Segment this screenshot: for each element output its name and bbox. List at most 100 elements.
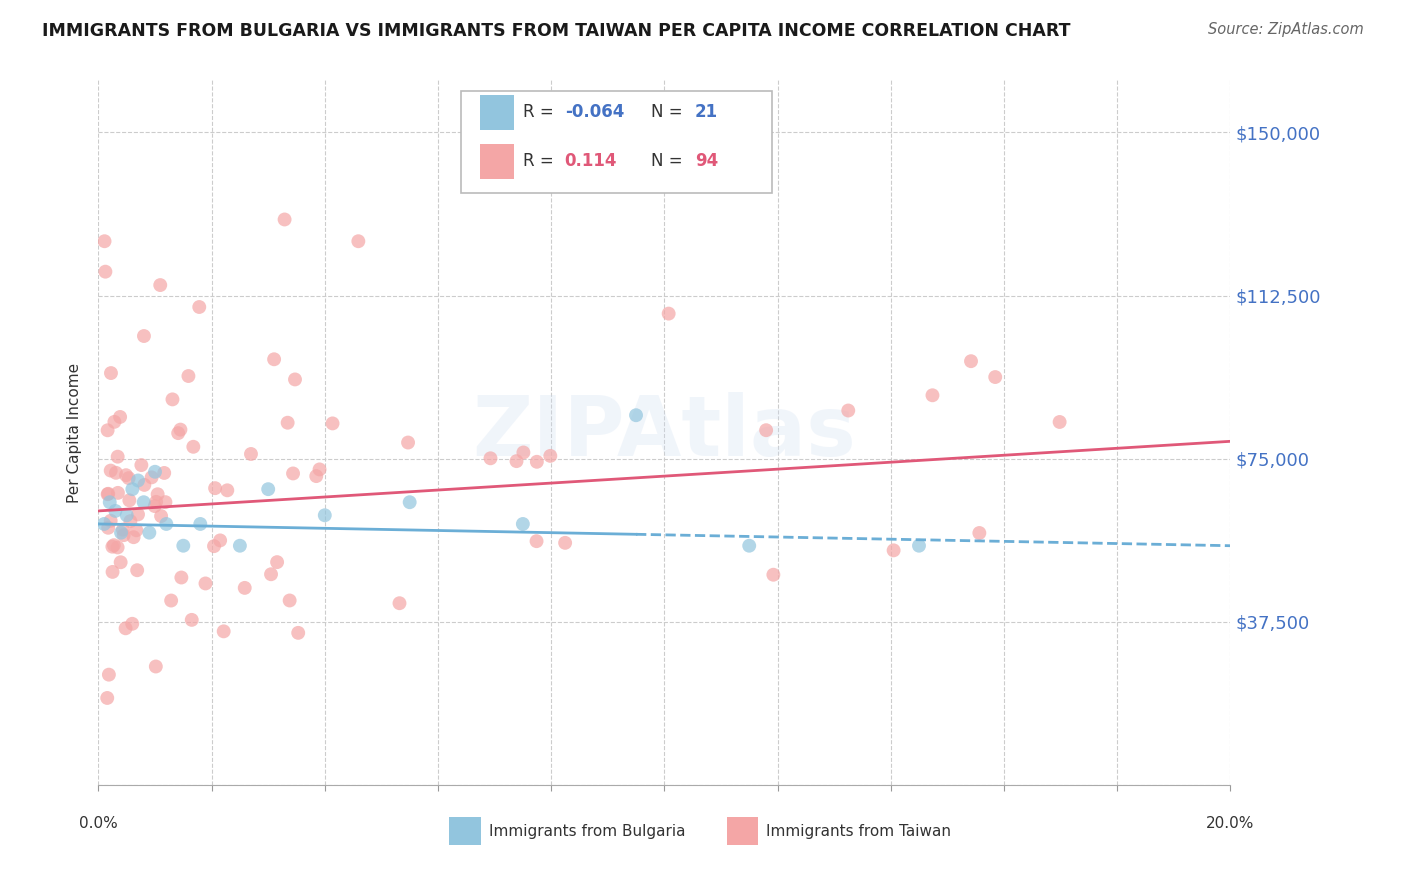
Point [103, 415, 125, 429]
Point [347, 234, 370, 248]
Point [762, 567, 785, 582]
Text: R =: R = [523, 103, 558, 121]
Point [526, 455, 548, 469]
Point [145, 659, 167, 673]
Point [127, 563, 149, 577]
Point [100, 366, 122, 380]
Point [127, 508, 149, 522]
Point [273, 212, 295, 227]
Point [281, 467, 304, 481]
Point [167, 426, 190, 441]
Point [554, 536, 576, 550]
Point [111, 523, 134, 537]
Point [908, 539, 931, 553]
Point [738, 539, 761, 553]
Point [107, 541, 129, 555]
Point [110, 555, 132, 569]
Point [1049, 415, 1071, 429]
Text: N =: N = [651, 103, 688, 121]
Point [94, 265, 117, 279]
Point [883, 543, 905, 558]
Text: 0.0%: 0.0% [79, 815, 118, 830]
Text: 21: 21 [695, 103, 718, 121]
Point [188, 300, 211, 314]
Point [118, 493, 141, 508]
Point [149, 278, 172, 293]
Point [103, 538, 125, 552]
Point [263, 352, 285, 367]
Point [97, 667, 120, 681]
Point [107, 486, 129, 500]
Point [229, 539, 252, 553]
Point [132, 495, 155, 509]
Point [202, 539, 225, 553]
Point [755, 423, 778, 437]
Text: IMMIGRANTS FROM BULGARIA VS IMMIGRANTS FROM TAIWAN PER CAPITA INCOME CORRELATION: IMMIGRANTS FROM BULGARIA VS IMMIGRANTS F… [42, 22, 1071, 40]
Point [266, 555, 288, 569]
Point [121, 482, 143, 496]
Point [204, 481, 226, 495]
Point [388, 596, 411, 610]
Point [108, 409, 131, 424]
Point [162, 392, 184, 407]
Point [132, 329, 155, 343]
Text: Immigrants from Bulgaria: Immigrants from Bulgaria [489, 824, 685, 839]
Point [114, 621, 136, 635]
Text: ZIPAtlas: ZIPAtlas [472, 392, 856, 473]
Point [98, 495, 121, 509]
Point [322, 417, 344, 431]
Point [538, 449, 561, 463]
Bar [727, 817, 758, 845]
Point [212, 624, 235, 639]
Point [505, 454, 527, 468]
Point [837, 403, 859, 417]
Point [153, 466, 176, 480]
Point [138, 525, 160, 540]
Point [104, 504, 127, 518]
Point [921, 388, 943, 402]
Point [969, 526, 991, 541]
Point [96, 690, 118, 705]
Point [93, 234, 115, 248]
Point [526, 534, 548, 549]
Point [194, 576, 217, 591]
Point [131, 458, 153, 472]
Text: 94: 94 [695, 153, 718, 170]
Point [217, 483, 239, 498]
Point [97, 487, 120, 501]
Point [93, 516, 115, 531]
Point [112, 528, 135, 542]
Point [100, 514, 122, 528]
Point [172, 539, 194, 553]
Point [314, 508, 336, 523]
Point [122, 530, 145, 544]
Point [141, 470, 163, 484]
Point [257, 482, 280, 496]
Point [97, 487, 120, 501]
Point [125, 523, 148, 537]
Point [107, 450, 129, 464]
Point [110, 525, 132, 540]
Y-axis label: Per Capita Income: Per Capita Income [66, 362, 82, 503]
Point [150, 509, 173, 524]
Point [155, 516, 177, 531]
Point [115, 468, 138, 483]
Point [134, 478, 156, 492]
Point [181, 440, 204, 454]
Point [512, 516, 534, 531]
Bar [479, 144, 513, 179]
Point [479, 451, 502, 466]
Point [398, 495, 420, 509]
Bar [450, 817, 481, 845]
Point [960, 354, 983, 368]
Point [188, 516, 211, 531]
Point [984, 370, 1007, 384]
Point [145, 495, 167, 509]
Point [118, 471, 141, 485]
Point [97, 423, 120, 437]
Bar [479, 95, 513, 130]
Point [146, 487, 169, 501]
Point [97, 521, 120, 535]
Point [180, 613, 202, 627]
Point [277, 416, 299, 430]
